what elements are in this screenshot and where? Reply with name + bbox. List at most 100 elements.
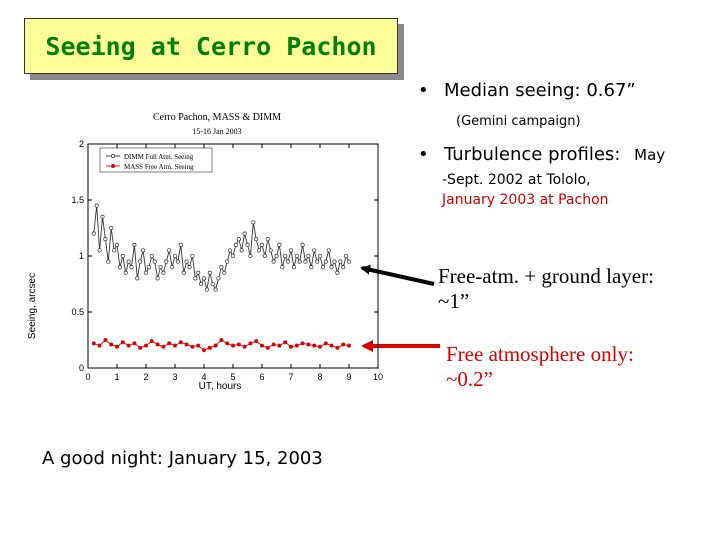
dimm-point <box>158 265 163 270</box>
mass-point <box>265 345 270 350</box>
annotation-lower-line2: ~0.2” <box>446 367 493 391</box>
mass-point <box>196 343 201 348</box>
arrow-to-full-seeing <box>360 264 435 286</box>
dimm-point <box>112 248 117 253</box>
x-tick-label: 9 <box>346 372 351 382</box>
x-tick-label: 4 <box>201 372 206 382</box>
dimm-point <box>138 259 143 264</box>
dimm-point <box>135 276 140 281</box>
dimm-point <box>207 270 212 275</box>
dimm-point <box>222 270 227 275</box>
dimm-point <box>170 265 175 270</box>
x-tick-label: 7 <box>288 372 293 382</box>
mass-point <box>335 345 340 350</box>
mass-point <box>126 343 131 348</box>
dimm-point <box>341 265 346 270</box>
dimm-point <box>236 237 241 242</box>
dimm-point <box>164 259 169 264</box>
dimm-point <box>114 242 120 247</box>
bullet-marker: • <box>418 80 429 101</box>
dimm-point <box>317 253 323 259</box>
y-tick-label: 2 <box>79 139 84 149</box>
dimm-point <box>257 248 262 253</box>
dimm-point <box>283 253 288 259</box>
dimm-point <box>210 281 215 287</box>
dimm-point <box>288 248 294 253</box>
dimm-point <box>306 253 311 259</box>
mass-point <box>300 341 305 346</box>
mass-point <box>341 342 346 347</box>
bullet-turbulence-line2: -Sept. 2002 at Tololo, <box>442 172 591 188</box>
dimm-point <box>184 259 189 264</box>
x-tick-label: 0 <box>85 372 90 382</box>
mass-point <box>202 348 206 353</box>
series-line-dimm <box>93 205 350 291</box>
mass-point <box>306 342 311 347</box>
dimm-point <box>190 253 195 259</box>
legend-label: MASS Free Atm. Seeing <box>124 163 194 171</box>
dimm-point <box>143 270 149 275</box>
legend-marker <box>111 154 115 158</box>
annotation-upper-line1: Free-atm. + ground layer: <box>438 264 654 288</box>
mass-point <box>149 339 154 344</box>
dimm-point <box>146 265 151 270</box>
mass-point <box>161 344 166 349</box>
dimm-point <box>251 220 256 225</box>
mass-point <box>329 343 334 348</box>
dimm-point <box>187 265 192 270</box>
dimm-point <box>312 248 317 253</box>
dimm-point <box>196 270 201 275</box>
dimm-point <box>259 242 265 247</box>
dimm-point <box>332 259 337 264</box>
mass-point <box>173 343 177 348</box>
dimm-point <box>254 237 259 242</box>
mass-point <box>236 342 241 347</box>
mass-point <box>115 344 119 349</box>
dimm-point <box>248 253 253 259</box>
dimm-point <box>94 203 99 208</box>
dimm-point <box>245 242 250 247</box>
mass-point <box>178 340 183 345</box>
mass-point <box>318 344 322 349</box>
mass-point <box>120 340 125 345</box>
bullet-marker: • <box>418 144 429 165</box>
dimm-point <box>123 270 128 275</box>
dimm-point <box>268 248 273 253</box>
y-tick-label: 0.5 <box>71 307 84 317</box>
dimm-point <box>262 253 267 259</box>
dimm-point <box>297 259 302 264</box>
mass-point <box>231 343 235 348</box>
annotation-lower: Free atmosphere only: ~0.2” <box>446 342 634 392</box>
y-tick-label: 0 <box>79 363 84 373</box>
dimm-point <box>155 276 160 281</box>
dimm-point <box>344 253 349 259</box>
bullet-turbulence-tail: May <box>634 146 666 164</box>
dimm-point <box>172 253 178 259</box>
dimm-point <box>277 242 282 247</box>
x-tick-label: 2 <box>143 372 148 382</box>
dimm-point <box>126 259 131 264</box>
chart-title: Cerro Pachon, MASS & DIMM <box>153 112 281 123</box>
mass-point <box>213 343 218 348</box>
dimm-point <box>346 259 352 264</box>
dimm-point <box>149 253 154 259</box>
legend-marker <box>111 164 115 168</box>
x-tick-label: 8 <box>317 372 322 382</box>
mass-point <box>283 340 288 345</box>
bullet-median-text: Median seeing: 0.67” <box>444 80 636 101</box>
mass-point <box>242 344 247 349</box>
dimm-point <box>335 270 340 275</box>
mass-point <box>207 345 212 350</box>
x-tick-label: 3 <box>172 372 177 382</box>
dimm-point <box>326 248 331 253</box>
title-box: Seeing at Cerro Pachon <box>24 18 404 80</box>
dimm-point <box>141 248 146 253</box>
dimm-point <box>294 253 299 259</box>
dimm-point <box>109 225 114 231</box>
dimm-point <box>271 259 276 264</box>
mass-point <box>254 339 259 344</box>
x-tick-label: 1 <box>114 372 119 382</box>
dimm-point <box>230 253 236 259</box>
bullet-turbulence: • Turbulence profiles: May <box>418 144 665 165</box>
